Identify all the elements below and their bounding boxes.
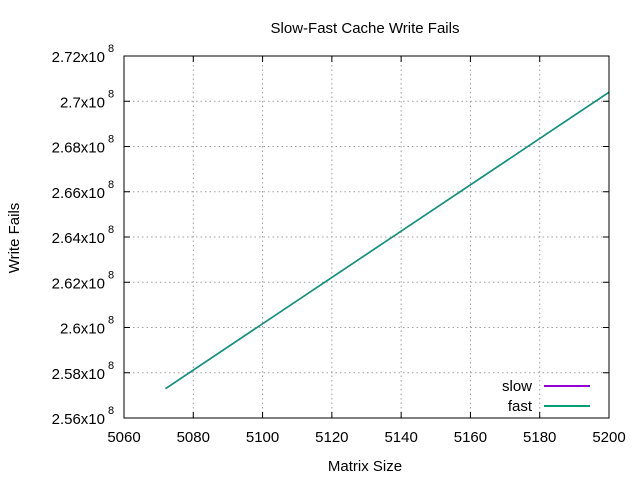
y-tick-exponent: 8 xyxy=(108,88,114,100)
grid-lines xyxy=(124,56,609,418)
series-line-fast xyxy=(165,91,610,390)
y-tick-exponent: 8 xyxy=(108,224,114,236)
x-tick-label: 5200 xyxy=(592,429,625,446)
y-tick-label: 2.7x10 xyxy=(60,94,105,111)
y-tick-exponent: 8 xyxy=(108,269,114,281)
y-tick-exponent: 8 xyxy=(108,134,114,146)
y-tick-exponent: 8 xyxy=(108,405,114,417)
x-tick-label: 5060 xyxy=(107,429,140,446)
y-tick-label: 2.66x10 xyxy=(52,185,105,202)
y-tick-exponent: 8 xyxy=(108,315,114,327)
y-tick-label: 2.62x10 xyxy=(52,275,105,292)
x-tick-label: 5080 xyxy=(177,429,210,446)
y-tick-label: 2.56x10 xyxy=(52,411,105,428)
y-tick-exponent: 8 xyxy=(108,43,114,55)
x-tick-label: 5120 xyxy=(315,429,348,446)
plot-frame xyxy=(123,55,610,419)
x-tick-label: 5100 xyxy=(246,429,279,446)
x-tick-label: 5160 xyxy=(454,429,487,446)
legend-label-slow: slow xyxy=(502,378,532,395)
y-tick-label: 2.72x10 xyxy=(52,49,105,66)
legend-label-fast: fast xyxy=(508,398,533,415)
y-axis-label: Write Fails xyxy=(6,203,23,274)
x-axis-label: Matrix Size xyxy=(328,458,402,475)
y-tick-label: 2.6x10 xyxy=(60,321,105,338)
chart-title: Slow-Fast Cache Write Fails xyxy=(271,20,460,37)
y-tick-label: 2.58x10 xyxy=(52,366,105,383)
y-tick-exponent: 8 xyxy=(108,360,114,372)
y-tick-exponent: 8 xyxy=(108,179,114,191)
legend: slow fast xyxy=(502,378,590,415)
y-tick-label: 2.68x10 xyxy=(52,140,105,157)
y-tick-label: 2.64x10 xyxy=(52,230,105,247)
x-tick-label: 5180 xyxy=(523,429,556,446)
x-tick-label: 5140 xyxy=(384,429,417,446)
series-lines xyxy=(165,91,610,390)
